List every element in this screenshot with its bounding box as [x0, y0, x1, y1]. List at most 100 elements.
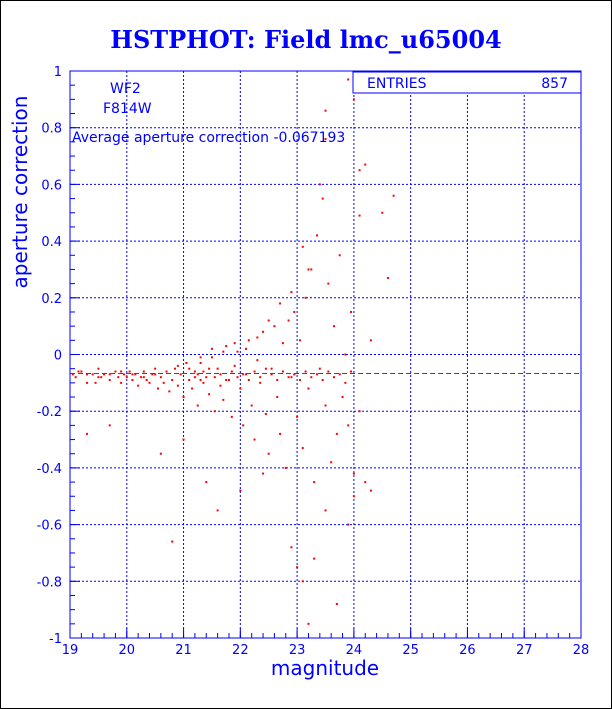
data-point — [202, 370, 205, 373]
filter-label: F814W — [103, 101, 152, 117]
stats-box-label: ENTRIES — [367, 76, 427, 92]
data-point — [188, 379, 191, 382]
grid — [70, 71, 581, 638]
data-point — [247, 379, 250, 382]
x-tick-label: 25 — [402, 643, 419, 658]
data-point — [245, 373, 248, 376]
x-axis-label: magnitude — [271, 656, 379, 680]
data-point — [296, 415, 299, 418]
data-point — [128, 370, 131, 373]
data-point — [369, 339, 372, 342]
data-point — [236, 376, 239, 379]
data-point — [154, 373, 157, 376]
data-point — [86, 381, 89, 384]
data-point — [358, 169, 361, 172]
data-point — [210, 347, 213, 350]
x-tick-label: 22 — [232, 643, 249, 658]
data-point — [171, 540, 174, 543]
x-tick-label: 19 — [62, 643, 79, 658]
data-point — [216, 509, 219, 512]
data-point — [120, 381, 123, 384]
data-point — [318, 183, 321, 186]
data-point — [108, 373, 111, 376]
data-point — [120, 370, 123, 373]
average-label: Average aperture correction -0.067193 — [72, 130, 345, 146]
data-point — [117, 376, 120, 379]
chart-title: HSTPHOT: Field lmc_u65004 — [110, 25, 501, 54]
data-point — [279, 302, 282, 305]
data-point — [196, 404, 199, 407]
data-point — [281, 342, 284, 345]
data-point — [145, 379, 148, 382]
data-point — [227, 379, 230, 382]
data-point — [247, 339, 250, 342]
data-point — [290, 376, 293, 379]
data-point — [281, 370, 284, 373]
data-point — [310, 268, 313, 271]
data-point — [344, 353, 347, 356]
data-point — [253, 370, 256, 373]
y-tick-label: -0.8 — [37, 575, 62, 590]
data-point — [114, 370, 117, 373]
data-point — [315, 373, 318, 376]
data-point — [80, 370, 83, 373]
data-point — [333, 376, 336, 379]
data-point — [151, 373, 154, 376]
data-point — [239, 387, 242, 390]
data-point — [100, 376, 103, 379]
data-point — [298, 379, 301, 382]
data-point — [188, 367, 191, 370]
data-point — [301, 580, 304, 583]
data-point — [97, 367, 100, 370]
data-point — [259, 381, 262, 384]
data-point — [182, 396, 185, 399]
y-tick-label: -0.4 — [37, 462, 62, 477]
data-point — [131, 379, 134, 382]
data-point — [165, 370, 168, 373]
data-point — [196, 373, 199, 376]
data-point — [222, 398, 225, 401]
data-point — [347, 523, 350, 526]
data-point — [222, 350, 225, 353]
data-point — [208, 367, 211, 370]
data-point — [250, 404, 253, 407]
data-point — [293, 373, 296, 376]
x-tick-label: 27 — [516, 643, 533, 658]
data-point — [352, 98, 355, 101]
x-tick-label: 23 — [289, 643, 306, 658]
data-point — [176, 384, 179, 387]
data-point — [307, 268, 310, 271]
data-point — [341, 396, 344, 399]
data-point — [304, 370, 307, 373]
data-point — [273, 325, 276, 328]
data-point — [171, 379, 174, 382]
data-point — [347, 78, 350, 81]
y-tick-label: -0.6 — [37, 519, 62, 534]
data-point — [219, 384, 222, 387]
y-axis-label: aperture correction — [8, 96, 32, 289]
x-tick-label: 24 — [346, 643, 363, 658]
data-point — [333, 325, 336, 328]
y-tick-label: 0.6 — [41, 178, 62, 193]
data-point — [159, 376, 162, 379]
data-point — [270, 373, 273, 376]
data-point — [191, 387, 194, 390]
data-point — [264, 413, 267, 416]
data-point — [159, 452, 162, 455]
data-point — [324, 509, 327, 512]
data-point — [364, 163, 367, 166]
data-point — [239, 489, 242, 492]
data-point — [344, 381, 347, 384]
x-axis-ticks: 19 20 21 22 23 24 25 26 27 28 — [62, 628, 589, 658]
x-tick-label: 20 — [119, 643, 136, 658]
data-point — [324, 138, 327, 141]
data-point — [301, 245, 304, 248]
data-point — [125, 376, 128, 379]
data-point — [335, 432, 338, 435]
y-tick-label: 0.8 — [41, 122, 62, 137]
data-point — [313, 481, 316, 484]
data-point — [225, 379, 228, 382]
y-axis-ticks: -1 -0.8 -0.6 -0.4 -0.2 0 0.2 0.4 0.6 0.8 1 — [37, 65, 80, 647]
data-point — [335, 602, 338, 605]
x-tick-label: 21 — [175, 643, 192, 658]
